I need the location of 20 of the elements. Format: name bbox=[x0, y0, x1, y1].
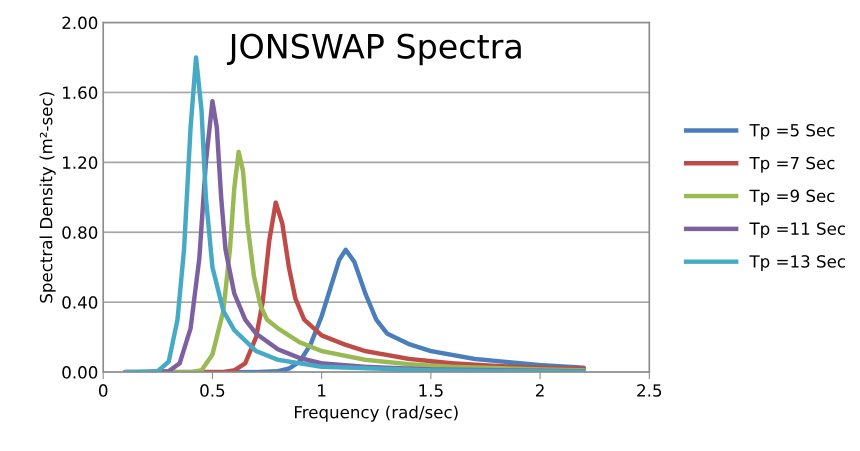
legend-label: Tp =9 Sec bbox=[749, 190, 834, 206]
y-tick-label: 1.60 bbox=[63, 86, 98, 100]
legend-label: Tp =13 Sec bbox=[749, 255, 845, 271]
legend-label: Tp =11 Sec bbox=[749, 222, 845, 238]
x-axis-title: Frequency (rad/sec) bbox=[295, 406, 458, 422]
y-tick-label: 0.40 bbox=[62, 296, 98, 309]
y-tick-label: 1.20 bbox=[63, 156, 98, 169]
legend-label: Tp =7 Sec bbox=[749, 156, 834, 173]
x-tick-label: 1 bbox=[318, 384, 326, 397]
legend-label: Tp =5 Sec bbox=[749, 124, 834, 140]
y-tick-label: 2.00 bbox=[62, 16, 98, 30]
y-tick-label: 0.00 bbox=[62, 366, 98, 379]
x-tick-label: 2.5 bbox=[637, 384, 662, 397]
x-tick-label: 0 bbox=[98, 384, 108, 397]
x-tick-label: 2 bbox=[536, 384, 544, 397]
y-axis-title: Spectral Density (m²-sec) bbox=[40, 92, 56, 303]
x-tick-label: 0.5 bbox=[200, 384, 224, 397]
x-tick-label: 1.5 bbox=[419, 384, 443, 397]
chart-title: JONSWAP Spectra bbox=[226, 34, 521, 66]
y-tick-label: 0.80 bbox=[62, 226, 98, 239]
